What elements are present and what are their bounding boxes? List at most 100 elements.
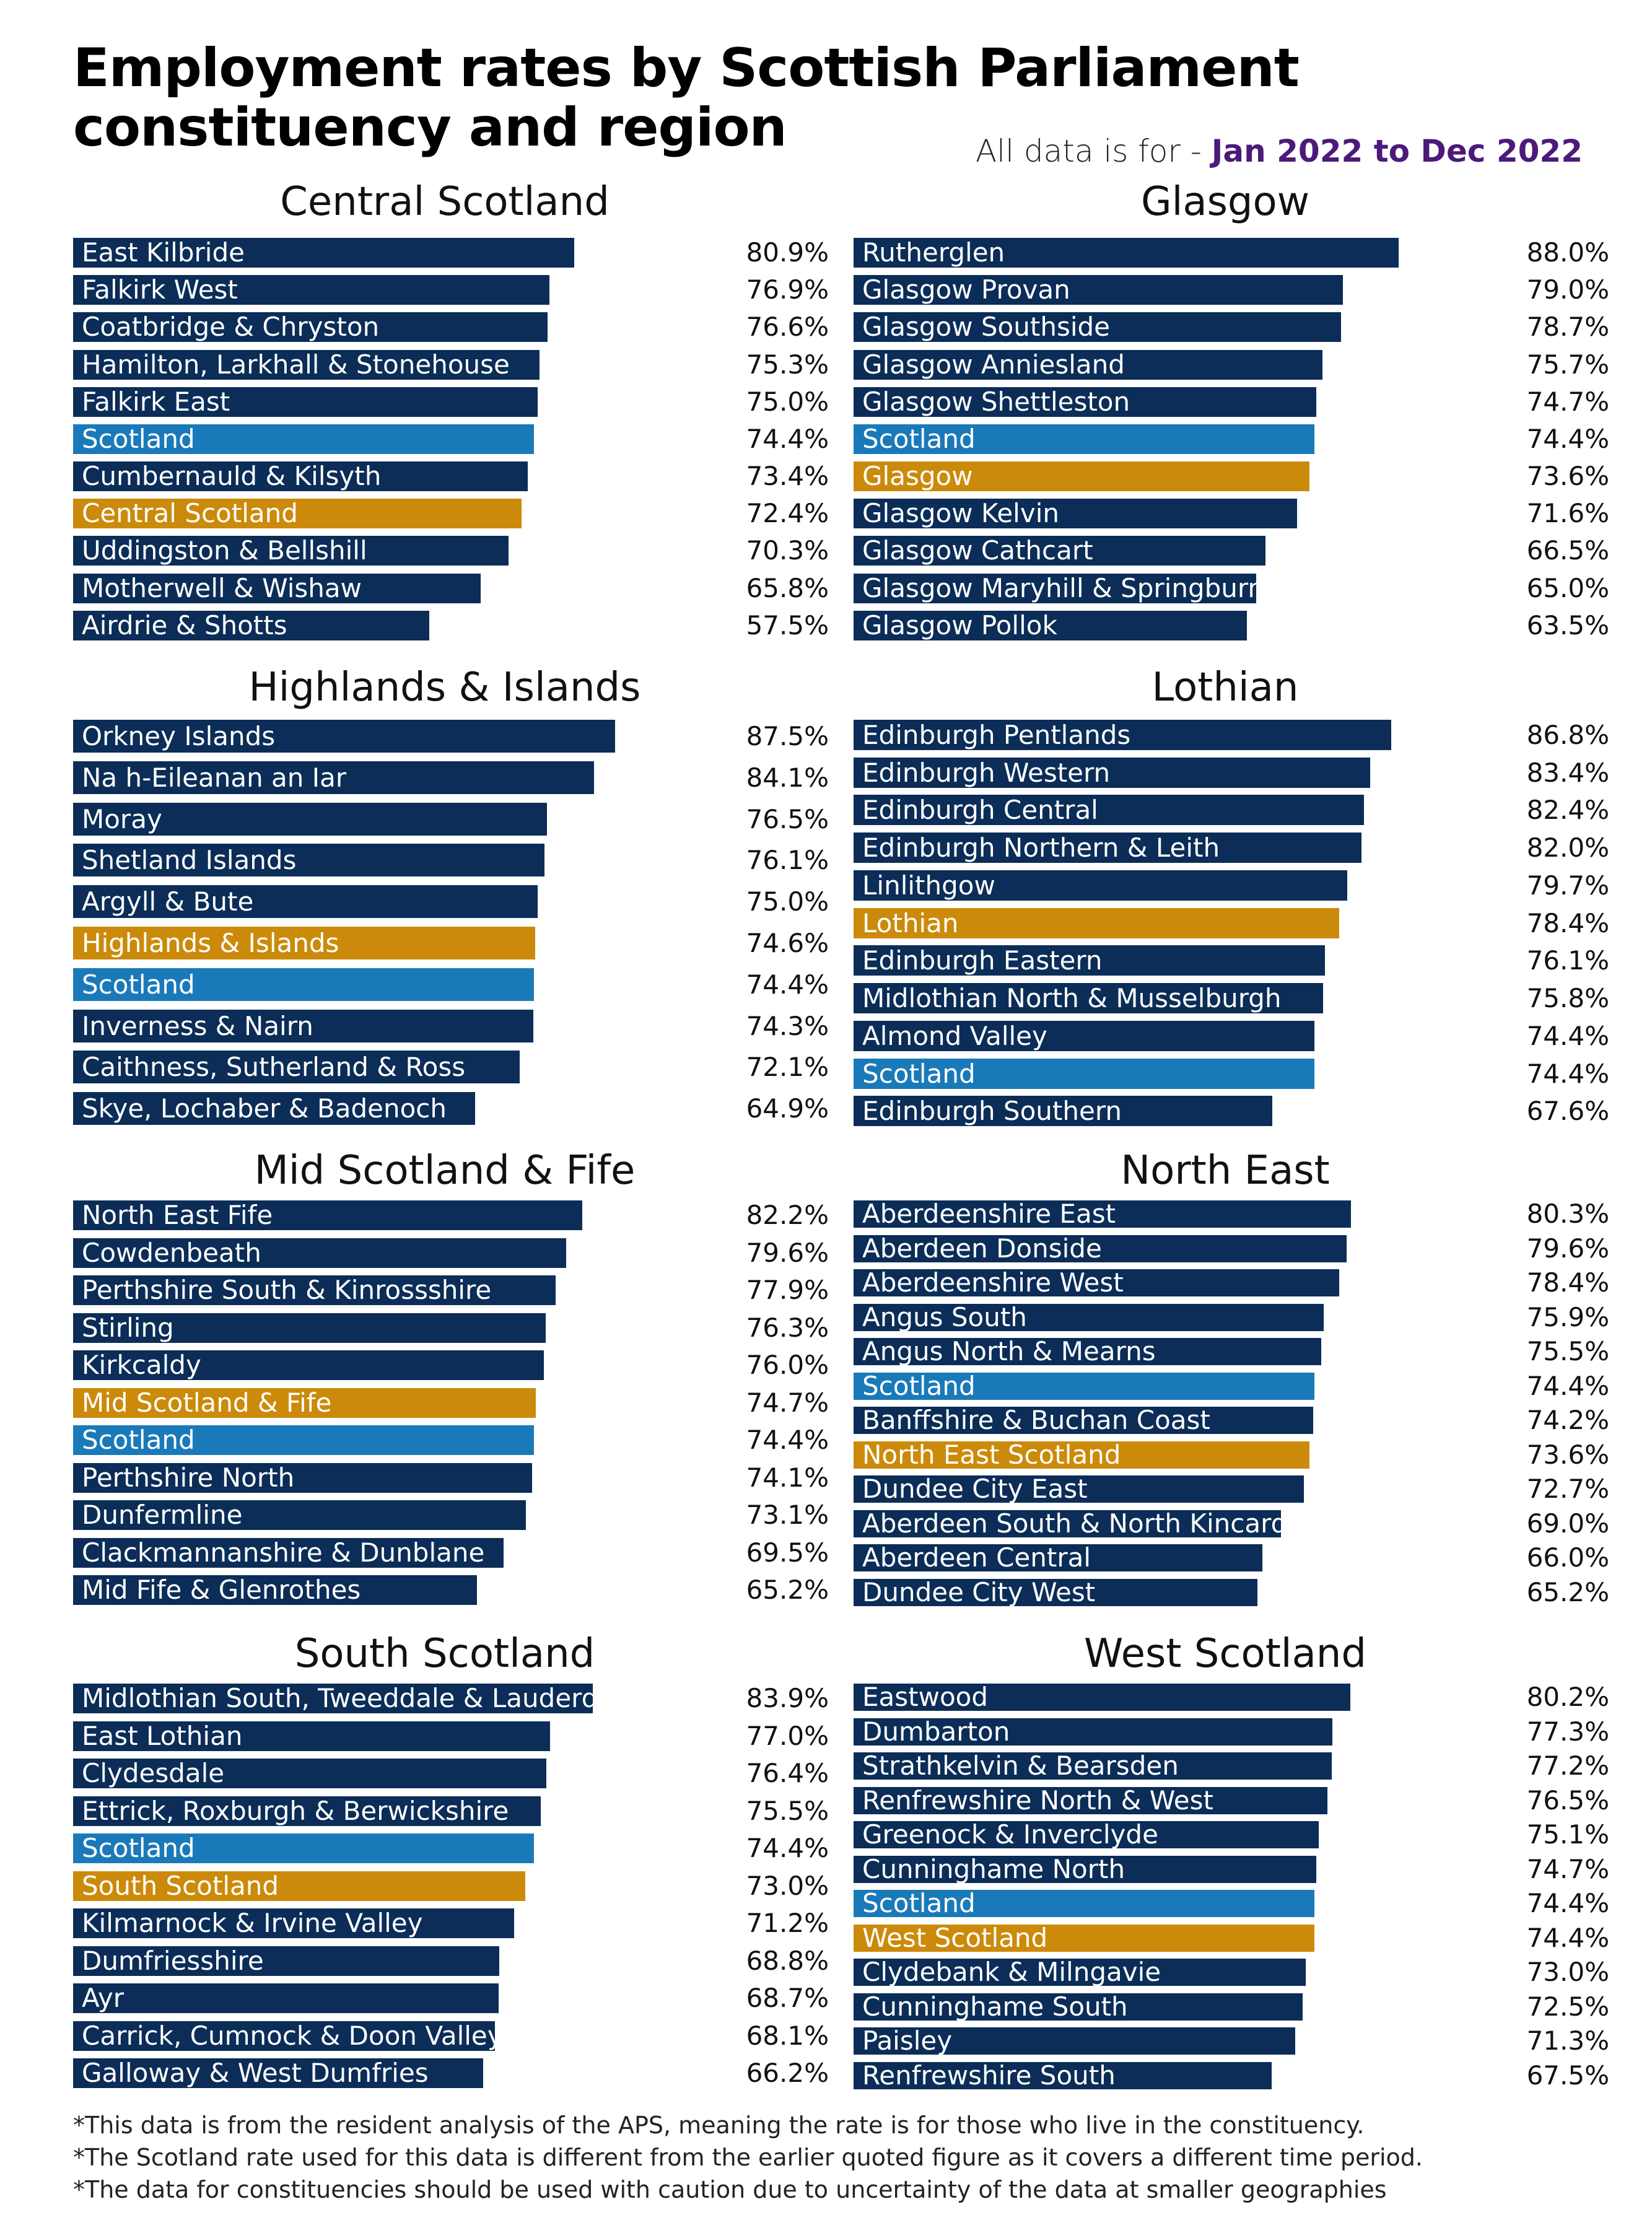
bar-label: Orkney Islands [82,720,276,751]
bar-label: Midlothian South, Tweeddale & Lauderdale [82,1683,637,1713]
bar-label: Angus South [862,1302,1027,1332]
bar-label: Highlands & Islands [82,927,339,958]
value-label: 74.4% [1526,424,1609,454]
value-label: 72.1% [746,1051,829,1082]
value-label: 73.6% [1526,1440,1609,1470]
bar-row: East Lothian 77.0% [73,1721,829,1751]
value-label: 69.5% [746,1537,829,1568]
bar [73,1275,556,1305]
bar [73,1684,593,1713]
bar [854,1718,1332,1746]
bar-row: Clackmannanshire & Dunblane 69.5% [73,1538,829,1568]
value-label: 71.2% [746,1908,829,1938]
value-label: 73.4% [746,461,829,491]
bar-row: Aberdeen South & North Kincardine 69.0% [854,1510,1609,1537]
bar-row: Rutherglen 88.0% [854,238,1609,268]
bar-label: Scotland [82,424,195,454]
value-label: 74.4% [1526,1923,1609,1953]
bar-row: Na h-Eileanan an Iar 84.1% [73,761,829,794]
bar-label: Edinburgh Northern & Leith [862,832,1220,863]
bar-row: Motherwell & Wishaw 65.8% [73,574,829,603]
value-label: 68.1% [746,2021,829,2051]
value-label: 76.0% [746,1350,829,1380]
bar [73,1575,477,1605]
bar [73,611,429,640]
bar-row: Lothian 78.4% [854,908,1609,938]
bar-row: Scotland 74.4% [854,424,1609,454]
value-label: 74.1% [746,1462,829,1493]
bar-label: Kilmarnock & Irvine Valley [82,1908,423,1938]
value-label: 75.0% [746,387,829,417]
bar-row: Edinburgh Western 83.4% [854,758,1609,788]
bar-label: Midlothian North & Musselburgh [862,982,1282,1013]
bar [73,1092,475,1125]
value-label: 68.7% [746,1983,829,2013]
bar-row: Midlothian South, Tweeddale & Lauderdale… [73,1684,829,1713]
bar-row: Airdrie & Shotts 57.5% [73,611,829,640]
bar-label: Motherwell & Wishaw [82,573,362,603]
value-label: 82.2% [746,1200,829,1230]
value-label: 76.6% [746,312,829,342]
bar-label: Glasgow Cathcart [862,535,1093,566]
bar-row: Falkirk West 76.9% [73,275,829,305]
bar-label: Cowdenbeath [82,1238,261,1268]
footnote: *The Scotland rate used for this data is… [73,2144,1423,2171]
bar-row: Glasgow Maryhill & Springburn 65.0% [854,574,1609,603]
bar [854,2027,1295,2055]
bar [854,1787,1327,1814]
bar [854,1890,1314,1917]
bar-label: Mid Scotland & Fife [82,1388,332,1418]
bar-row: Perthshire North 74.1% [73,1463,829,1493]
bar-label: Paisley [862,2026,953,2056]
bar-row: Argyll & Bute 75.0% [73,885,829,918]
value-label: 73.0% [746,1871,829,1901]
bar-row: Mid Scotland & Fife 74.7% [73,1388,829,1418]
bar-row: Highlands & Islands 74.6% [73,927,829,959]
bar-row: East Kilbride 80.9% [73,238,829,268]
bar-label: Edinburgh Central [862,794,1098,825]
bar [73,1010,533,1042]
bar [854,720,1391,750]
value-label: 65.8% [746,573,829,603]
bar [73,761,594,794]
bar [73,1721,550,1751]
bar [73,1388,536,1418]
bar-row: Edinburgh Northern & Leith 82.0% [854,833,1609,863]
bar [854,1925,1314,1952]
bar-label: Edinburgh Western [862,757,1111,788]
bar-label: Aberdeen South & North Kincardine [862,1508,1327,1539]
bar [73,2058,483,2088]
bar-label: Falkirk West [82,274,238,305]
bar [73,720,615,753]
value-label: 67.6% [1526,1095,1609,1126]
bar-row: Central Scotland 72.4% [73,499,829,528]
bar [73,1796,541,1826]
bar [854,1021,1314,1051]
bar-label: Glasgow Provan [862,274,1070,305]
value-label: 75.1% [1526,1819,1609,1850]
value-label: 77.0% [746,1721,829,1751]
value-label: 79.0% [1526,274,1609,305]
bar-label: North East Scotland [862,1440,1121,1470]
bar-label: Greenock & Inverclyde [862,1819,1158,1850]
value-label: 74.7% [746,1388,829,1418]
value-label: 77.3% [1526,1716,1609,1747]
bar-label: Shetland Islands [82,844,297,875]
bar-row: Edinburgh Central 82.4% [854,795,1609,825]
bar-row: Cumbernauld & Kilsyth 73.4% [73,461,829,491]
bar-label: Aberdeen Central [862,1542,1091,1573]
value-label: 76.5% [1526,1785,1609,1816]
bar-row: Moray 76.5% [73,803,829,836]
bar-row: Scotland 74.4% [73,1833,829,1863]
bar [854,1959,1306,1986]
bar-label: Galloway & West Dumfries [82,2058,429,2088]
bar-row: Skye, Lochaber & Badenoch 64.9% [73,1092,829,1125]
value-label: 82.4% [1526,794,1609,825]
bar-row: Aberdeenshire East 80.3% [854,1200,1609,1228]
bar-row: Angus South 75.9% [854,1304,1609,1331]
bar-row: Cunninghame South 72.5% [854,1993,1609,2021]
bar-label: Falkirk East [82,387,230,417]
bar-label: Glasgow Maryhill & Springburn [862,573,1265,603]
bar [854,536,1265,566]
bar [854,574,1256,603]
